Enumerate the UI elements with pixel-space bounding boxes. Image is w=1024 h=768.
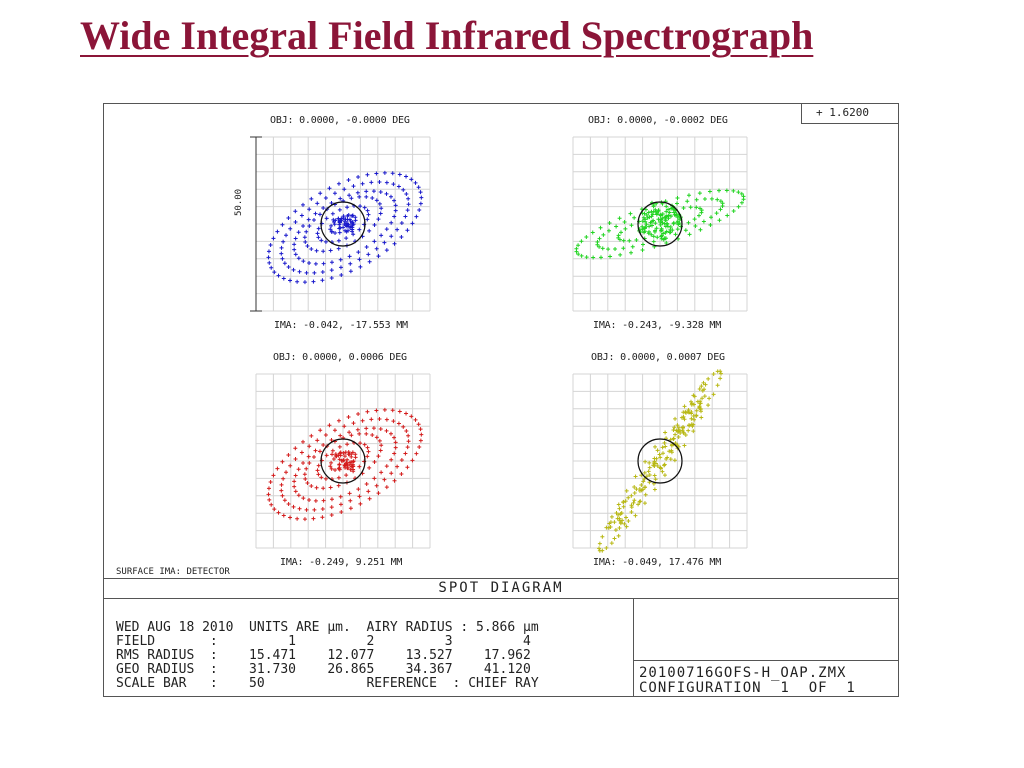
field-3-ima-label: IMA: -0.249, 9.251 MM <box>280 557 403 568</box>
spot-points <box>574 188 746 260</box>
spot-points <box>266 170 424 285</box>
diagram-title: SPOT DIAGRAM <box>104 578 898 599</box>
field-2-obj-label: OBJ: 0.0000, -0.0002 DEG <box>588 115 728 126</box>
spot-plot-2 <box>572 136 748 312</box>
field-1-obj-label: OBJ: 0.0000, -0.0000 DEG <box>270 115 410 126</box>
info-divider <box>633 599 634 697</box>
field-4-obj-label: OBJ: 0.0000, 0.0007 DEG <box>591 352 725 363</box>
wavelength-label: + 1.6200 <box>801 104 899 124</box>
info-geo-line: GEO RADIUS : 31.730 26.865 34.367 41.120 <box>116 662 531 677</box>
file-name: 20100716GOFS-H_OAP.ZMX <box>639 665 847 681</box>
field-3-obj-label: OBJ: 0.0000, 0.0006 DEG <box>273 352 407 363</box>
field-4-ima-label: IMA: -0.049, 17.476 MM <box>593 557 722 568</box>
info-field-line: FIELD : 1 2 3 4 <box>116 634 531 649</box>
airy-disc-circle <box>637 438 683 484</box>
configuration-label: CONFIGURATION 1 OF 1 <box>639 680 856 696</box>
info-date-line: WED AUG 18 2010 UNITS ARE µm. AIRY RADIU… <box>116 620 539 635</box>
spot-plot-3 <box>255 373 431 549</box>
field-2-ima-label: IMA: -0.243, -9.328 MM <box>593 320 722 331</box>
spot-points <box>597 369 723 553</box>
spot-plot-4 <box>572 369 748 553</box>
airy-disc-circle <box>637 201 683 247</box>
airy-disc-circle <box>320 438 366 484</box>
info-scale-line: SCALE BAR : 50 REFERENCE : CHIEF RAY <box>116 676 539 691</box>
spot-plots <box>250 136 748 553</box>
file-info-box: 20100716GOFS-H_OAP.ZMX CONFIGURATION 1 O… <box>633 660 899 698</box>
field-1-ima-label: IMA: -0.042, -17.553 MM <box>274 320 408 331</box>
spot-plot-1 <box>255 136 431 312</box>
airy-disc-circle <box>320 201 366 247</box>
info-rms-line: RMS RADIUS : 15.471 12.077 13.527 17.962 <box>116 648 531 663</box>
surface-label: SURFACE IMA: DETECTOR <box>116 567 230 577</box>
spot-diagram-frame: + 1.6200 OBJ: 0.0000, -0.0000 DEG OBJ: 0… <box>103 103 899 697</box>
scale-bar <box>250 136 262 312</box>
slide-title: Wide Integral Field Infrared Spectrograp… <box>80 13 814 58</box>
spot-points <box>266 407 424 522</box>
